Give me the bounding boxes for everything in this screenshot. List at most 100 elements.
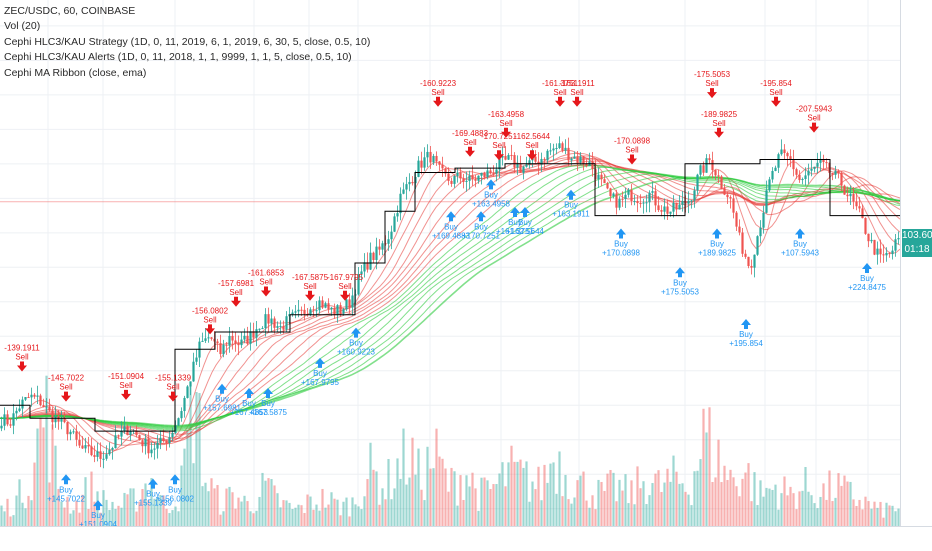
legend-ribbon[interactable]: Cephi MA Ribbon (close, ema) [4,66,147,79]
candle-body [831,172,834,175]
volume-bar [81,494,84,526]
candle-body [576,156,579,163]
volume-bar [660,491,663,526]
signal-type: Buy [484,190,498,199]
volume-bar [702,408,705,526]
candle-body [843,185,846,195]
candle-body [651,191,654,193]
volume-bar [708,407,711,526]
signal-value: +161.3751 [496,227,535,236]
volume-bar [501,462,504,526]
volume-bar [372,469,375,526]
signal-type: Buy [710,240,724,249]
volume-bar [435,428,438,526]
candle-body [714,170,717,176]
candle-body [510,155,513,157]
candle-body [300,309,303,311]
volume-bar [363,496,366,526]
candle-body [93,455,96,457]
signal-type: Buy [474,222,488,231]
buy-signal: Buy+167.4853 [230,388,269,417]
volume-bar [621,490,624,526]
candle-body [408,181,411,185]
buy-arrow-icon [476,211,486,222]
volume-bar [468,486,471,526]
candle-body [846,194,849,197]
volume-bar [492,484,495,526]
volume-bar [762,496,765,526]
candle-body [729,197,732,199]
candle-body [756,236,759,255]
candle-body [858,206,861,209]
candle-body [240,339,243,346]
volume-bar [639,488,642,526]
signal-type: Buy [349,339,363,348]
volume-bar [693,471,696,526]
candle-body [267,314,270,324]
volume-bar [51,424,54,526]
candle-body [693,190,696,201]
candle-body [654,191,657,206]
candle-body [294,311,297,313]
volume-bar [843,475,846,526]
candle-body [30,394,33,398]
volume-bar [294,507,297,526]
buy-arrow-icon [61,474,71,485]
volume-bar [288,502,291,526]
volume-bar [786,495,789,526]
candle-body [6,414,9,425]
candle-body [432,155,435,163]
candle-body [867,233,870,242]
signal-value: +151.0904 [79,520,118,529]
volume-bar [756,505,759,526]
volume-bar [753,472,756,526]
legend-alerts[interactable]: Cephi HLC3/KAU Alerts (1D, 0, 11, 2018, … [4,51,352,64]
signal-type: Sell [625,146,639,155]
volume-bar [333,498,336,526]
volume-bar [72,510,75,526]
signal-type: Buy [739,330,753,339]
signal-type: Sell [712,119,726,128]
candle-body [429,151,432,163]
candle-body [819,158,822,163]
sell-arrow-icon [433,96,443,107]
candle-body [318,300,321,311]
volume-bar [36,428,39,526]
legend-strategy[interactable]: Cephi HLC3/KAU Strategy (1D, 0, 11, 2019… [4,35,371,48]
volume-bar [216,485,219,526]
candle-body [474,179,477,181]
signal-value: -160.9223 [420,79,457,88]
buy-arrow-icon [712,228,722,239]
signal-type: Sell [431,88,445,97]
price-axis[interactable] [900,0,932,526]
volume-bar [834,497,837,526]
volume-bar [429,468,432,526]
candle-body [558,143,561,149]
candle-body [243,335,246,340]
legend-volume[interactable]: Vol (20) [4,20,41,33]
volume-bar [342,501,345,526]
candle-body [675,202,678,210]
volume-bar [747,463,750,526]
candle-body [798,174,801,181]
candle-body [600,174,603,180]
signal-value: -161.3751 [542,79,579,88]
candle-body [711,160,714,171]
volume-bar [120,507,123,526]
volume-bar [345,497,348,526]
time-axis[interactable] [0,526,932,551]
volume-bar [477,510,480,526]
buy-arrow-icon [675,267,685,278]
volume-bar [828,470,831,526]
volume-bar [213,488,216,526]
candle-body [222,344,225,355]
candle-body [237,343,240,346]
volume-bar [273,485,276,526]
legend-symbol[interactable]: ZEC/USDC, 60, COINBASE [4,5,136,17]
signal-value: -207.5943 [796,105,833,114]
volume-bar [825,499,828,526]
candle-body [720,176,723,189]
signal-type: Sell [119,381,133,390]
